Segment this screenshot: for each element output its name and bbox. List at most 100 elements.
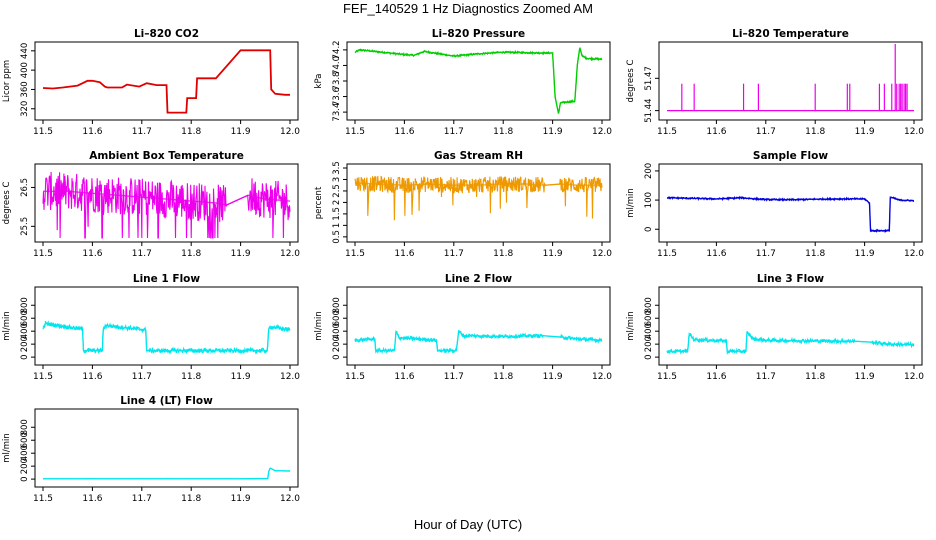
x-tick-label: 12.0 [592,372,612,382]
panel-line1: Line 1 Flow ml/min 11.5 11.6 11.7 11.8 11.9 12.… [2,273,300,382]
series-line [42,171,291,239]
y-tick-label: 600 [20,432,30,448]
x-tick-label: 11.6 [82,249,102,259]
y-tick-label: 360 [20,81,30,97]
y-tick-label: 400 [20,445,30,461]
x-tick-label: 11.9 [231,249,251,259]
panel-title: Line 3 Flow [757,273,824,285]
x-tick-label: 11.9 [231,372,251,382]
series-trend [42,322,291,352]
x-tick-label: 11.8 [181,372,201,382]
series-line [43,467,291,480]
panel-title: Li–820 Pressure [432,28,525,40]
y-tick-label: 200 [20,336,30,352]
y-tick-label: 3 [332,177,342,182]
x-tick-label: 12.0 [280,372,300,382]
y-tick-label: 400 [20,323,30,339]
x-tick-label: 11.8 [805,372,825,382]
x-tick-label: 11.7 [132,127,152,137]
x-tick-label: 11.6 [394,127,414,137]
y-tick-label: 73.4 [332,103,342,122]
panel-line3: Line 3 Flow ml/min 11.5 11.6 11.7 11.8 11.9 12.… [626,273,924,382]
plot-frame [34,163,299,243]
panel-line4: Line 4 (LT) Flow ml/min 11.5 11.6 11.7 11.8 11… [2,395,300,504]
y-tick-label: 800 [644,297,654,313]
y-tick-label: 2 [332,200,342,205]
x-tick-label: 12.0 [904,249,924,259]
y-tick-label: 400 [332,323,342,339]
x-tick-label: 11.8 [493,372,513,382]
plot-frame [658,163,923,243]
panel-ambient: Ambient Box Temperature degrees C 11.5 11.6… [2,150,300,259]
x-tick-label: 11.9 [543,372,563,382]
y-tick-label: 200 [644,336,654,352]
panel-pressure: Li–820 Pressure kPa 11.5 11.6 11.7 11.8 11.9 12… [314,28,612,137]
y-tick-label: 1 [332,223,342,228]
x-tick-label: 12.0 [904,372,924,382]
x-tick-label: 11.9 [543,249,563,259]
x-tick-label: 11.5 [33,249,53,259]
plot-frame [346,286,611,366]
series-trend [667,330,915,352]
y-tick-label: 200 [20,458,30,474]
x-tick-label: 11.5 [345,249,365,259]
x-axis-caption: Hour of Day (UTC) [413,517,523,532]
panel-title: Line 2 Flow [445,273,512,285]
x-tick-label: 11.6 [394,249,414,259]
x-tick-label: 11.8 [181,494,201,504]
x-tick-label: 11.7 [132,372,152,382]
series-line [42,49,290,114]
y-tick-label: 0 [20,354,30,359]
y-axis-label: kPa [314,74,324,89]
y-axis-label: ml/min [2,311,12,341]
x-tick-label: 11.7 [444,372,464,382]
panel-line2: Line 2 Flow ml/min 11.5 11.6 11.7 11.8 11.9 12.… [314,273,612,382]
x-tick-label: 11.5 [33,372,53,382]
x-tick-label: 11.6 [82,494,102,504]
panel-title: Li–820 CO2 [134,28,199,40]
x-tick-label: 11.9 [231,127,251,137]
series-trend [43,467,291,480]
plot-frame [658,41,923,121]
series-line [354,175,603,221]
x-tick-label: 12.0 [280,127,300,137]
y-tick-label: 0.5 [332,230,342,244]
x-tick-label: 11.8 [181,127,201,137]
x-tick-label: 11.9 [855,127,875,137]
x-tick-label: 11.8 [493,127,513,137]
y-tick-label: 200 [332,336,342,352]
x-tick-label: 12.0 [280,249,300,259]
plot-frame [34,286,299,366]
x-tick-label: 11.7 [132,494,152,504]
x-tick-label: 11.5 [657,249,677,259]
x-tick-label: 11.5 [657,127,677,137]
y-tick-label: 74.2 [332,40,342,59]
panel-title: Li–820 Temperature [732,28,849,40]
x-tick-label: 11.7 [756,372,776,382]
figure-title: FEF_140529 1 Hz Diagnostics Zoomed AM [342,1,593,16]
panel-title: Ambient Box Temperature [89,150,244,162]
plot-frame [346,163,611,243]
y-tick-label: 74.0 [332,56,342,75]
y-tick-label: 3.5 [332,161,342,175]
y-tick-label: 0 [20,476,30,481]
x-tick-label: 11.6 [706,372,726,382]
y-tick-label: 51.44 [644,98,654,122]
x-tick-label: 11.5 [33,494,53,504]
panel-title: Gas Stream RH [434,150,523,162]
x-tick-label: 11.5 [345,127,365,137]
y-axis-label: percent [314,186,324,219]
x-tick-label: 11.6 [706,249,726,259]
x-tick-label: 11.9 [855,249,875,259]
plot-frame [658,286,923,366]
y-tick-label: 0 [644,227,654,232]
panel-title: Line 1 Flow [133,273,200,285]
panel-temperature: Li–820 Temperature degrees C 11.5 11.6 11.7 1… [626,28,924,137]
series-trend [354,182,602,186]
x-tick-label: 11.6 [706,127,726,137]
x-tick-label: 12.0 [904,127,924,137]
y-tick-label: 400 [644,323,654,339]
x-tick-label: 11.8 [805,249,825,259]
